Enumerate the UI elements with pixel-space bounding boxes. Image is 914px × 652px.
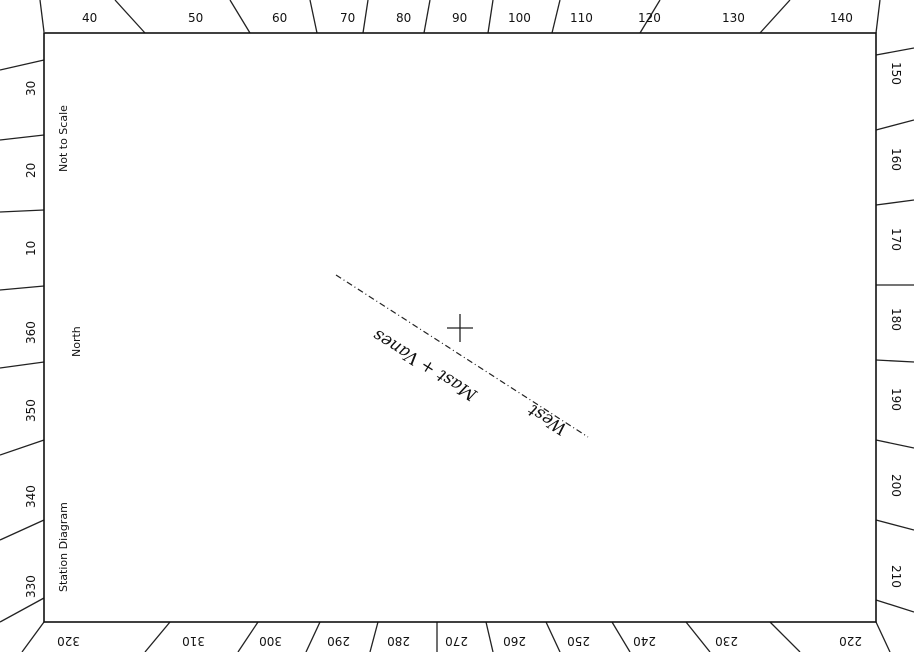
bearing-label-270: 270 xyxy=(445,634,468,648)
bearing-label-340: 340 xyxy=(24,485,38,508)
north-label: North xyxy=(70,326,83,357)
not-to-scale-label: Not to Scale xyxy=(57,105,70,172)
left-bearing-labels: 330 340 350 360 10 20 30 xyxy=(24,81,38,598)
diagram-frame xyxy=(43,32,877,623)
bearing-label-200: 200 xyxy=(889,474,903,497)
bearing-label-120: 120 xyxy=(638,11,661,25)
bearing-label-140: 140 xyxy=(830,11,853,25)
station-center-marker xyxy=(447,314,473,342)
bearing-label-30: 30 xyxy=(24,81,38,96)
bearing-label-10: 10 xyxy=(24,241,38,256)
bearing-label-160: 160 xyxy=(889,148,903,171)
bearing-label-100: 100 xyxy=(508,11,531,25)
bearing-label-350: 350 xyxy=(24,399,38,422)
station-diagram-label: Station Diagram xyxy=(57,502,70,592)
bearing-label-220: 220 xyxy=(839,634,862,648)
bearing-label-40: 40 xyxy=(82,11,97,25)
bearing-label-70: 70 xyxy=(340,11,355,25)
bearing-label-320: 320 xyxy=(57,634,80,648)
handwritten-mast-vanes: Mast + Vanes xyxy=(369,325,481,406)
bearing-label-210: 210 xyxy=(889,565,903,588)
bottom-bearing-labels: 320 310 300 290 280 270 260 250 240 230 … xyxy=(57,634,862,648)
bearing-label-190: 190 xyxy=(889,388,903,411)
bearing-label-130: 130 xyxy=(722,11,745,25)
bearing-label-260: 260 xyxy=(503,634,526,648)
bearing-label-170: 170 xyxy=(889,228,903,251)
bearing-label-150: 150 xyxy=(889,62,903,85)
bearing-label-20: 20 xyxy=(24,163,38,178)
top-bearing-labels: 40 50 60 70 80 90 100 110 120 130 140 xyxy=(82,11,853,25)
right-bearing-labels: 150 160 170 180 190 200 210 xyxy=(889,62,903,588)
bearing-label-180: 180 xyxy=(889,308,903,331)
bearing-label-110: 110 xyxy=(570,11,593,25)
bearing-label-280: 280 xyxy=(387,634,410,648)
bearing-label-240: 240 xyxy=(633,634,656,648)
bearing-label-290: 290 xyxy=(327,634,350,648)
bearing-label-330: 330 xyxy=(24,575,38,598)
bearing-label-230: 230 xyxy=(715,634,738,648)
bearing-label-310: 310 xyxy=(182,634,205,648)
bearing-label-300: 300 xyxy=(259,634,282,648)
bearing-label-50: 50 xyxy=(188,11,203,25)
bearing-label-360: 360 xyxy=(24,321,38,344)
bearing-label-60: 60 xyxy=(272,11,287,25)
handwritten-west: West xyxy=(525,400,571,439)
bearing-label-80: 80 xyxy=(396,11,411,25)
bearing-label-250: 250 xyxy=(567,634,590,648)
obstruction-line xyxy=(335,274,589,438)
bearing-label-90: 90 xyxy=(452,11,467,25)
